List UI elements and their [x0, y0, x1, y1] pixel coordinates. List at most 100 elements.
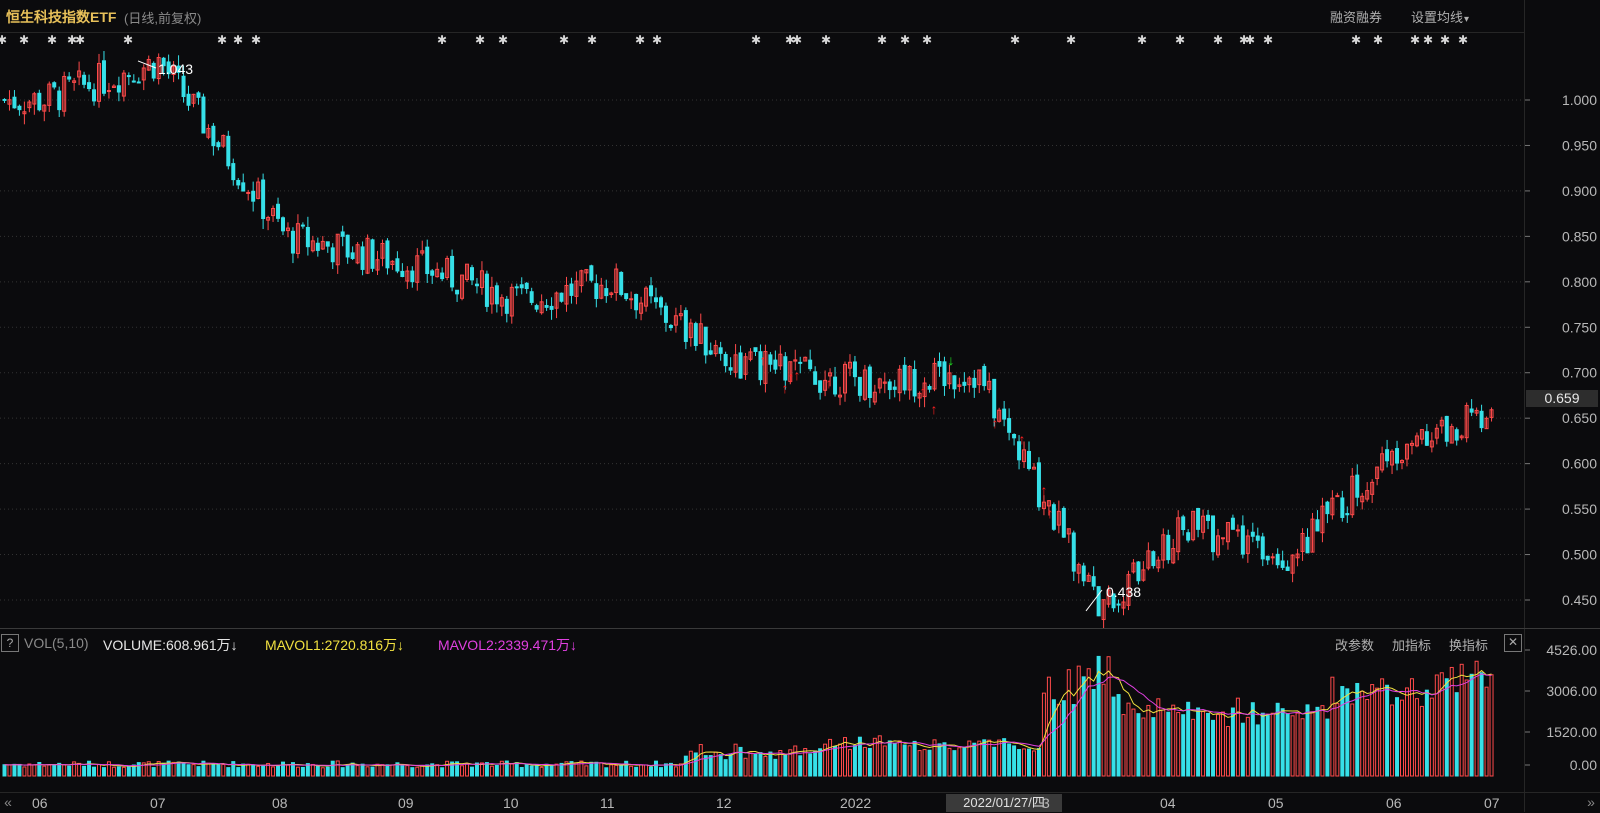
- candle-body: [1290, 554, 1295, 574]
- asterisk-icon[interactable]: ✱: [1263, 33, 1273, 47]
- candle-body: [375, 259, 380, 271]
- candlestick: [1489, 407, 1494, 422]
- candle-body: [479, 270, 484, 289]
- margin-trading-button[interactable]: 融资融券: [1330, 10, 1383, 25]
- candlestick: [440, 267, 445, 282]
- volume-bar: [1017, 749, 1022, 777]
- asterisk-icon[interactable]: ✱: [1245, 33, 1255, 47]
- asterisk-icon[interactable]: ✱: [877, 33, 887, 47]
- asterisk-icon[interactable]: ✱: [1137, 33, 1147, 47]
- panel-divider[interactable]: [0, 628, 1600, 629]
- price-axis-label: 0.950: [1562, 137, 1597, 153]
- asterisk-icon[interactable]: ✱: [1010, 33, 1020, 47]
- asterisk-icon[interactable]: ✱: [498, 33, 508, 47]
- asterisk-icon[interactable]: ✱: [1410, 33, 1420, 47]
- asterisk-icon[interactable]: ✱: [437, 33, 447, 47]
- asterisk-icon[interactable]: ✱: [587, 33, 597, 47]
- asterisk-icon[interactable]: ✱: [792, 33, 802, 47]
- volume-bar: [246, 763, 251, 777]
- chart-header: 恒生科技指数ETF (日线,前复权) 融资融券 设置均线▾: [0, 0, 1524, 33]
- volume-bar: [420, 765, 425, 777]
- asterisk-icon[interactable]: ✱: [1239, 33, 1249, 47]
- candlestick: [1459, 434, 1464, 441]
- volume-bar: [1206, 712, 1211, 777]
- candlestick: [1330, 490, 1335, 520]
- candle-body: [455, 289, 460, 295]
- asterisk-icon[interactable]: ✱: [922, 33, 932, 47]
- asterisk-icon[interactable]: ✱: [1423, 33, 1433, 47]
- candlestick: [1305, 528, 1310, 554]
- candlestick: [141, 64, 146, 91]
- candlestick: [624, 293, 629, 302]
- help-button[interactable]: ?: [1, 634, 19, 652]
- candlestick: [1315, 510, 1320, 532]
- candle-body: [410, 270, 415, 283]
- switch-indicator-button[interactable]: 换指标: [1449, 638, 1489, 653]
- candlestick: [1061, 506, 1066, 538]
- time-axis-label: 09: [398, 795, 414, 811]
- asterisk-icon[interactable]: ✱: [785, 33, 795, 47]
- asterisk-icon[interactable]: ✱: [652, 33, 662, 47]
- volume-chart[interactable]: [0, 654, 1524, 792]
- asterisk-icon[interactable]: ✱: [821, 33, 831, 47]
- candle-body: [594, 283, 599, 300]
- candlestick: [1166, 529, 1171, 564]
- asterisk-icon[interactable]: ✱: [233, 33, 243, 47]
- candle-body: [952, 375, 957, 390]
- candle-body: [1335, 495, 1340, 498]
- asterisk-icon[interactable]: ✱: [123, 33, 133, 47]
- high-pointer: [137, 60, 157, 69]
- asterisk-icon[interactable]: ✱: [47, 33, 57, 47]
- candlestick: [867, 364, 872, 408]
- green-down-arrow-icon: ↓: [948, 352, 955, 368]
- set-ma-button[interactable]: 设置均线▾: [1411, 7, 1469, 26]
- volume-bar: [1196, 707, 1201, 777]
- candlestick: [171, 61, 176, 83]
- asterisk-icon[interactable]: ✱: [217, 33, 227, 47]
- add-indicator-button[interactable]: 加指标: [1392, 638, 1432, 653]
- candlestick: [1454, 427, 1459, 446]
- candle-body: [743, 356, 748, 375]
- candlestick-chart[interactable]: ✱ ✱ ✱ ✱✱ ✱ ✱ ✱ ✱ ✱ ✱ ✱ ✱ ✱ ✱ ✱ ✱ ✱✱ ✱ ✱ ✱ ✱ ✱ ✱ ✱ ✱ ✱ ✱✱ ✱ ✱ ✱ ✱ ✱ ✱ ✱↑↑↑…: [0, 0, 1524, 628]
- asterisk-icon[interactable]: ✱: [475, 33, 485, 47]
- candle-body: [261, 179, 266, 219]
- asterisk-icon[interactable]: ✱: [1066, 33, 1076, 47]
- candlestick: [718, 341, 723, 361]
- asterisk-icon[interactable]: ✱: [75, 33, 85, 47]
- scroll-left-icon[interactable]: «: [4, 794, 12, 810]
- scroll-right-icon[interactable]: »: [1587, 794, 1595, 810]
- candle-body: [957, 384, 962, 387]
- asterisk-icon[interactable]: ✱: [559, 33, 569, 47]
- asterisk-icon[interactable]: ✱: [1351, 33, 1361, 47]
- asterisk-icon[interactable]: ✱: [1373, 33, 1383, 47]
- volume-bar: [828, 738, 833, 777]
- asterisk-icon[interactable]: ✱: [900, 33, 910, 47]
- price-axis-label: 0.650: [1562, 410, 1597, 426]
- candlestick: [1012, 433, 1017, 446]
- asterisk-icon[interactable]: ✱: [1213, 33, 1223, 47]
- candle-body: [1469, 408, 1474, 413]
- asterisk-icon[interactable]: ✱: [1440, 33, 1450, 47]
- candlestick: [574, 271, 579, 305]
- asterisk-icon[interactable]: ✱: [251, 33, 261, 47]
- asterisk-icon[interactable]: ✱: [67, 33, 77, 47]
- asterisk-icon[interactable]: ✱: [1458, 33, 1468, 47]
- volume-bar: [942, 742, 947, 777]
- volume-bar: [1315, 706, 1320, 777]
- edit-params-button[interactable]: 改参数: [1335, 638, 1375, 653]
- asterisk-icon[interactable]: ✱: [635, 33, 645, 47]
- candle-body: [1414, 435, 1419, 447]
- volume-bar: [504, 760, 509, 777]
- candle-body: [972, 377, 977, 388]
- candlestick: [285, 222, 290, 238]
- candlestick: [96, 53, 101, 108]
- asterisk-icon[interactable]: ✱: [19, 33, 29, 47]
- volume-bar: [852, 745, 857, 777]
- asterisk-icon[interactable]: ✱: [751, 33, 761, 47]
- asterisk-icon[interactable]: ✱: [1175, 33, 1185, 47]
- asterisk-icon[interactable]: ✱: [0, 33, 7, 47]
- volume-bar: [639, 764, 644, 777]
- close-icon[interactable]: ✕: [1504, 634, 1522, 652]
- volume-bar: [917, 750, 922, 777]
- candle-body: [649, 285, 654, 297]
